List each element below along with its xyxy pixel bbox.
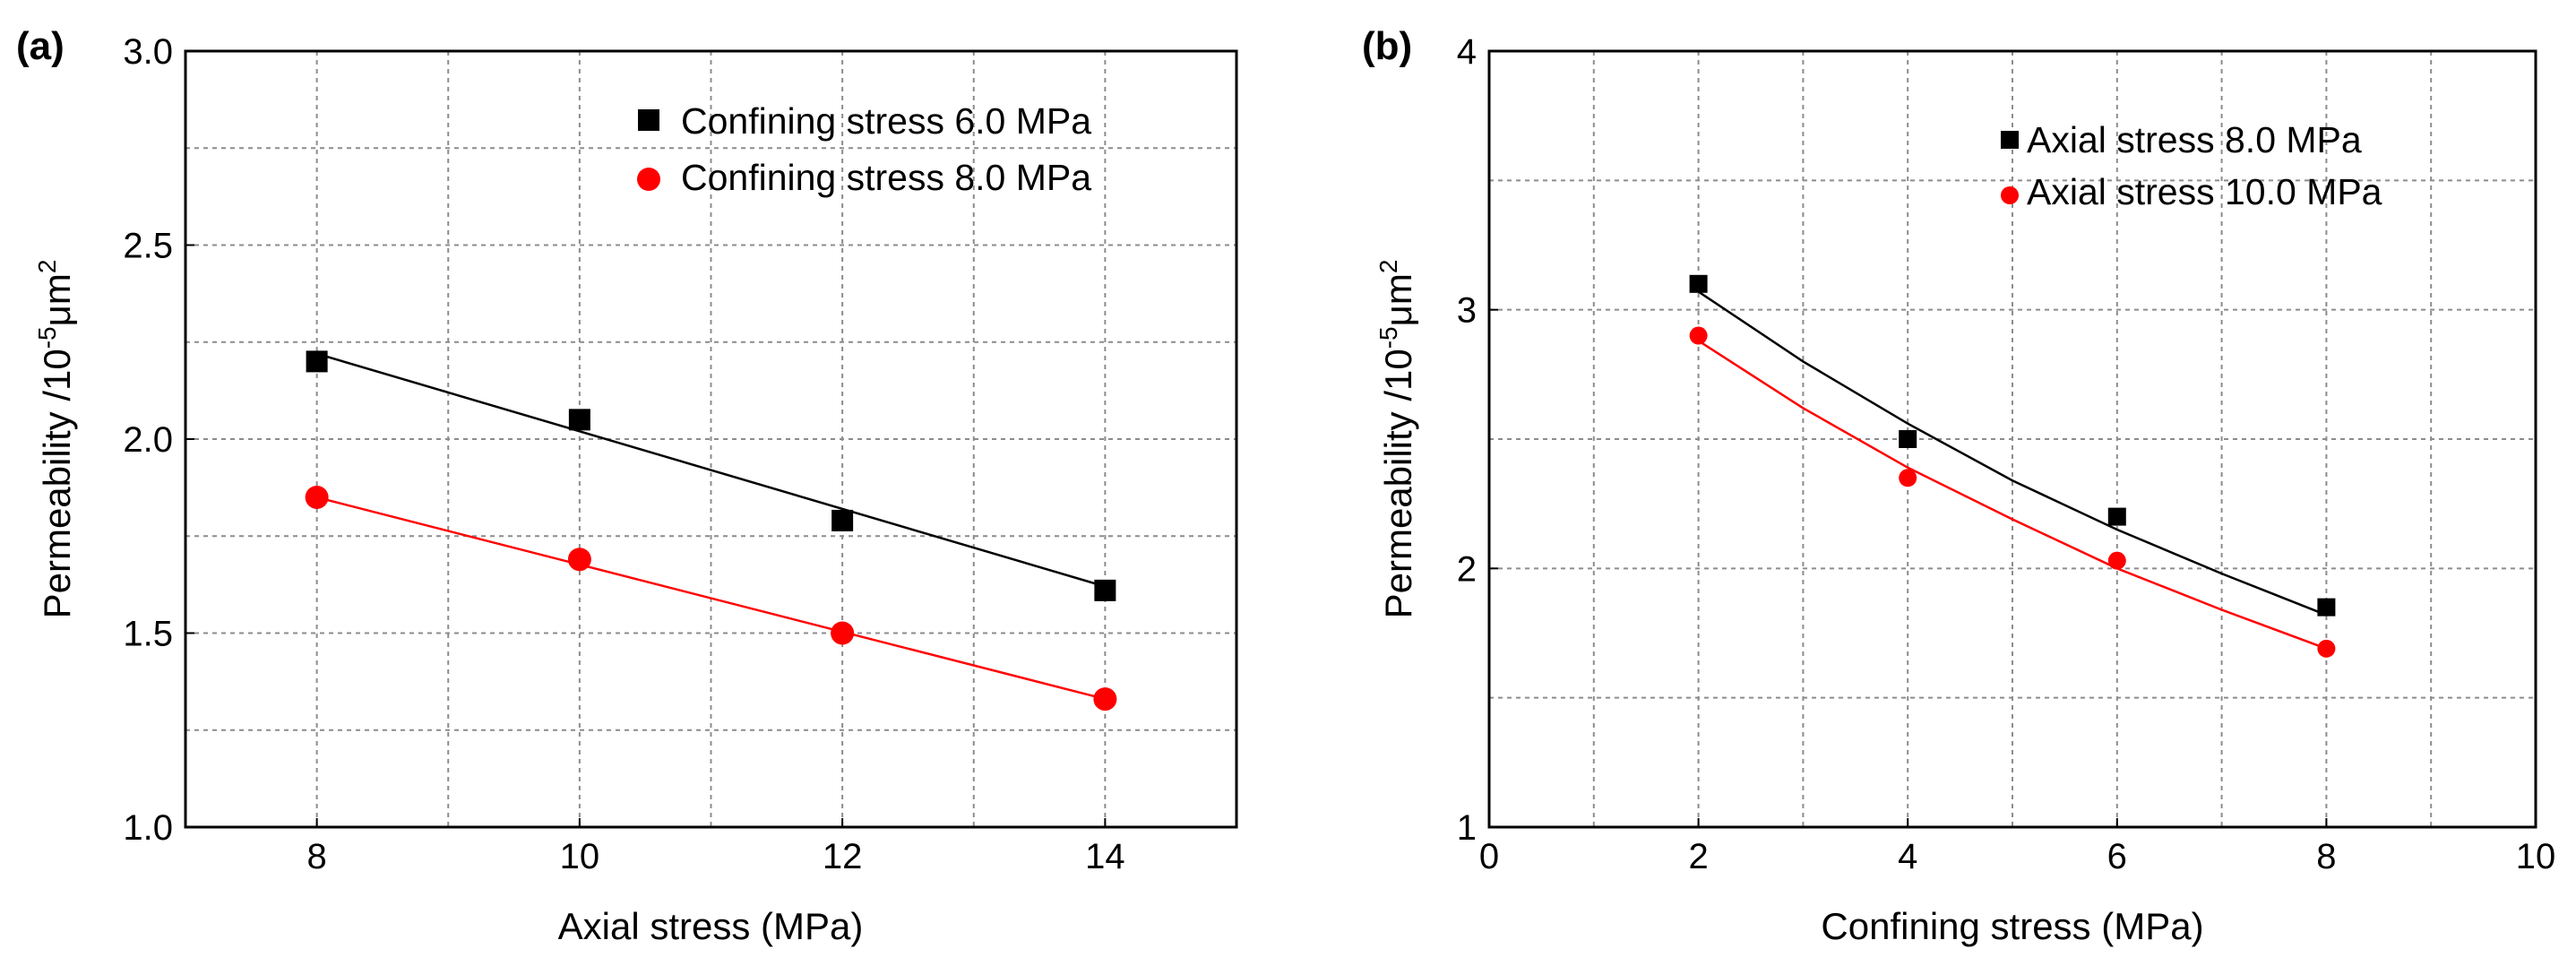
panel-b-x-tick-label: 8 [2316,837,2336,876]
panel-a-data-point-square [568,409,590,431]
panel-a-y-tick-label: 1.5 [123,615,173,654]
panel-b-fit-line-1 [1697,290,2327,617]
panel-a-y-axis-label: Permeability /10-5μm2 [33,260,78,619]
panel-a-data-point-circle [567,548,591,572]
panel-b-legend: Axial stress 8.0 MPa Axial stress 10.0 M… [2001,119,2382,212]
panel-b-legend-entry-2: Axial stress 10.0 MPa [2027,171,2382,212]
panel-b-x-tick-label: 6 [2107,837,2127,876]
panel-b-legend-entry-1: Axial stress 8.0 MPa [2027,119,2362,160]
panel-b-x-tick-label: 0 [1479,837,1499,876]
panel-b-y-tick-label: 3 [1457,291,1477,331]
panel-b-points [1689,274,2336,658]
panel-b-x-tick-label: 4 [1898,837,1917,876]
panel-a-points [305,350,1117,712]
panel-b-y-tick-label: 4 [1457,32,1477,72]
panel-a-y-tick-label: 1.0 [123,808,173,848]
panel-b-y-tick-label: 2 [1457,549,1477,589]
panel-a-legend-marker-square [638,109,659,131]
panel-a-data-point-circle [305,485,329,509]
panel-a-y-tick-label: 2.0 [123,420,173,460]
panel-a-y-tick-label: 3.0 [123,32,173,72]
panel-b-fit-line-2 [1697,340,2327,650]
panel-b-grid [1489,51,2536,827]
panel-b-data-point-circle [1899,469,1917,487]
panel-b-x-tick-label: 10 [2516,837,2556,876]
panel-b-data-point-square [2107,507,2126,526]
panel-a-fit-line-2 [316,496,1106,701]
panel-b-y-tick-label: 1 [1457,808,1477,848]
panel-b-y-ticks: 1 2 3 4 [1457,32,1498,848]
panel-b-x-axis-label: Confining stress (MPa) [1821,905,2203,947]
panel-b-legend-marker-square [2001,131,2019,149]
panel-a-data-point-circle [831,621,855,645]
panel-a-legend-entry-2: Confining stress 8.0 MPa [681,157,1091,198]
panel-b-data-point-square [1689,274,1708,293]
panel-b-data-point-circle [1689,326,1708,345]
panel-a-data-point-square [831,509,854,531]
panel-b-data-point-circle [2107,551,2126,570]
panel-a-data-point-square [306,350,328,373]
panel-a-data-point-circle [1093,687,1117,712]
panel-a: (a) 8 10 12 14 1.0 1.5 2.0 2.5 3.0 Axial stress… [16,24,1238,947]
panel-a-legend-entry-1: Confining stress 6.0 MPa [681,100,1091,142]
panel-a-fit-line-1 [316,352,1106,588]
panel-a-data-point-square [1094,579,1116,601]
panel-b-y-axis-label: Permeability /10-5μm2 [1374,260,1419,619]
panel-a-grid [185,51,1236,827]
panel-a-legend: Confining stress 6.0 MPa Confining stres… [637,100,1091,198]
panel-b-data-point-square [1899,430,1917,448]
panel-a-x-axis-label: Axial stress (MPa) [558,905,864,947]
panel-a-x-tick-label: 8 [307,837,327,876]
panel-b-data-point-square [2317,598,2336,617]
panel-a-label: (a) [16,24,65,68]
panel-b-plot-frame [1487,49,2537,829]
panel-b-fit-lines [1697,290,2327,650]
panel-a-fit-lines [316,352,1106,701]
panel-a-x-ticks: 8 10 12 14 [307,818,1125,876]
panel-a-y-ticks: 1.0 1.5 2.0 2.5 3.0 [123,32,194,848]
panel-b-data-point-circle [2317,639,2336,658]
panel-a-y-tick-label: 2.5 [123,227,173,266]
panel-a-x-tick-label: 12 [823,837,863,876]
panel-b-x-ticks: 0 2 4 6 8 10 [1479,818,2555,876]
panel-b-legend-marker-circle [2001,186,2019,204]
panel-b-x-tick-label: 2 [1688,837,1708,876]
panel-a-legend-marker-circle [637,168,660,191]
panel-b-label: (b) [1362,24,1412,68]
panel-a-x-tick-label: 10 [560,837,600,876]
panel-a-x-tick-label: 14 [1085,837,1125,876]
